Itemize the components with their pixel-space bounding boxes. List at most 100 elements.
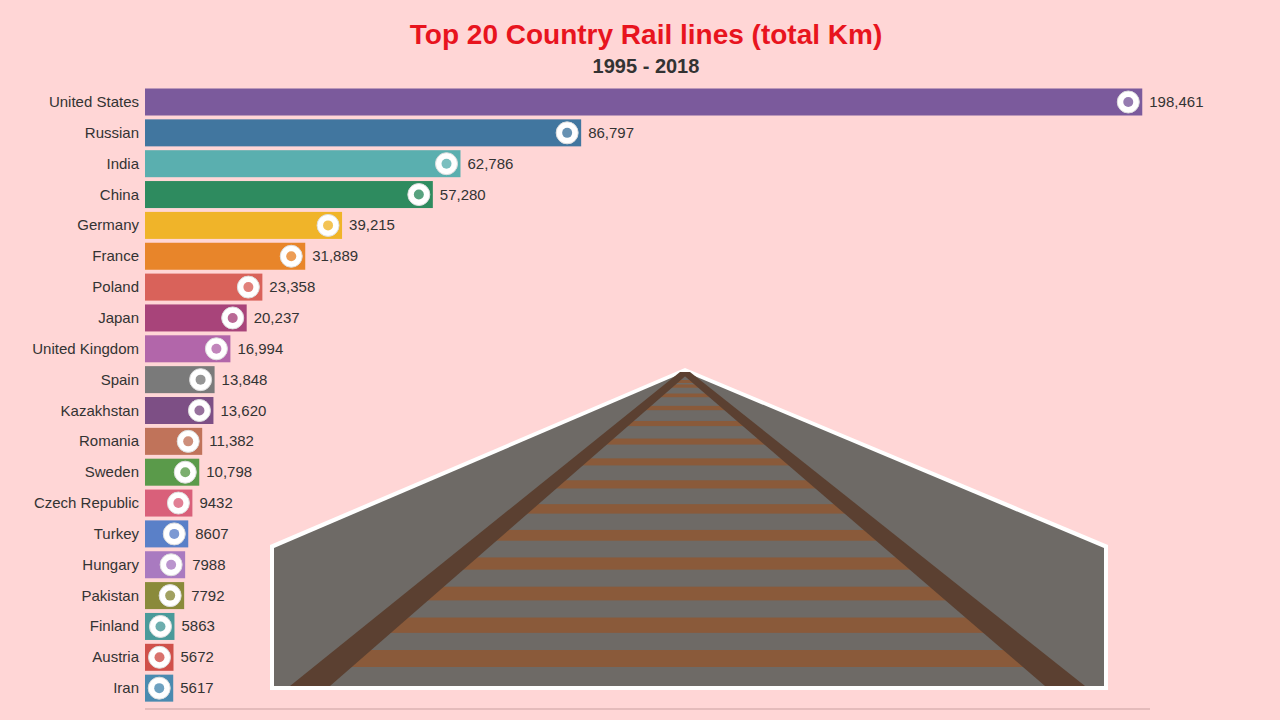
bar xyxy=(145,212,342,239)
flag-badge xyxy=(188,400,210,422)
flag-badge xyxy=(148,677,170,699)
flag-dot xyxy=(441,159,451,169)
chart: Top 20 Country Rail lines (total Km)1995… xyxy=(0,0,1280,720)
title: Top 20 Country Rail lines (total Km) xyxy=(410,19,882,50)
data-label: 7988 xyxy=(192,556,225,573)
flag-badge xyxy=(317,214,339,236)
flag-dot xyxy=(194,406,204,416)
data-label: 13,848 xyxy=(222,371,268,388)
sleeper xyxy=(490,530,880,541)
sleeper xyxy=(601,439,768,445)
gravel xyxy=(274,372,1104,686)
data-label: 13,620 xyxy=(220,402,266,419)
flag-badge xyxy=(1117,91,1139,113)
chart-root: Top 20 Country Rail lines (total Km)1995… xyxy=(0,0,1280,720)
category-label: China xyxy=(100,186,140,203)
sleeper xyxy=(343,650,1027,667)
category-label: Pakistan xyxy=(81,587,139,604)
sleeper xyxy=(456,557,914,569)
bar xyxy=(145,304,247,331)
category-label: Japan xyxy=(98,309,139,326)
data-label: 86,797 xyxy=(588,124,634,141)
bar xyxy=(145,181,433,208)
bar xyxy=(145,428,202,455)
category-label: Poland xyxy=(92,278,139,295)
data-label: 8607 xyxy=(195,525,228,542)
category-label: Romania xyxy=(79,432,140,449)
category-label: Finland xyxy=(90,617,139,634)
category-label: Czech Republic xyxy=(34,494,140,511)
data-label: 5617 xyxy=(180,679,213,696)
bar xyxy=(145,613,174,640)
sleeper xyxy=(577,458,793,465)
flag-dot xyxy=(562,128,572,138)
sleeper xyxy=(521,504,849,513)
bar xyxy=(145,582,184,609)
flag-badge xyxy=(149,646,171,668)
bar xyxy=(145,459,199,486)
data-label: 20,237 xyxy=(254,309,300,326)
flag-badge xyxy=(160,554,182,576)
sleeper xyxy=(550,480,819,488)
bar xyxy=(145,150,460,177)
category-label: United States xyxy=(49,93,139,110)
flag-dot xyxy=(414,190,424,200)
flag-badge xyxy=(163,523,185,545)
flag-dot xyxy=(286,251,296,261)
category-label: Germany xyxy=(77,216,139,233)
flag-dot xyxy=(155,621,165,631)
bar xyxy=(145,551,185,578)
data-label: 16,994 xyxy=(237,340,283,357)
flag-dot xyxy=(155,652,165,662)
category-label: Austria xyxy=(92,648,139,665)
flag-badge xyxy=(556,122,578,144)
flag-badge xyxy=(280,245,302,267)
flag-badge xyxy=(435,153,457,175)
data-label: 62,786 xyxy=(467,155,513,172)
flag-dot xyxy=(183,436,193,446)
flag-dot xyxy=(180,467,190,477)
sleeper xyxy=(383,618,988,633)
category-label: Hungary xyxy=(82,556,139,573)
flag-badge xyxy=(205,338,227,360)
flag-dot xyxy=(154,683,164,693)
flag-badge xyxy=(177,430,199,452)
bar xyxy=(145,490,192,517)
data-label: 10,798 xyxy=(206,463,252,480)
flag-badge xyxy=(159,585,181,607)
flag-badge xyxy=(149,615,171,637)
track-illustration xyxy=(270,368,1108,690)
sleeper xyxy=(656,394,713,398)
photo-border xyxy=(270,368,1108,690)
sleeper xyxy=(420,587,949,601)
category-label: Russian xyxy=(85,124,139,141)
data-label: 5863 xyxy=(181,617,214,634)
data-label: 57,280 xyxy=(440,186,486,203)
flag-badge xyxy=(174,461,196,483)
flag-dot xyxy=(166,560,176,570)
axis-line xyxy=(145,709,1150,710)
sleeper xyxy=(623,421,747,426)
flag-dot xyxy=(173,498,183,508)
rail xyxy=(290,372,690,686)
data-label: 198,461 xyxy=(1149,93,1203,110)
flag-badge xyxy=(167,492,189,514)
bar xyxy=(145,644,174,671)
bar xyxy=(145,119,581,146)
bar xyxy=(145,243,305,270)
flag-dot xyxy=(169,529,179,539)
sleeper xyxy=(641,406,728,410)
rail xyxy=(680,372,1085,686)
data-label: 7792 xyxy=(191,587,224,604)
flag-dot xyxy=(165,591,175,601)
bar xyxy=(145,366,215,393)
data-label: 9432 xyxy=(199,494,232,511)
flag-dot xyxy=(1123,97,1133,107)
flag-dot xyxy=(228,313,238,323)
category-label: United Kingdom xyxy=(32,340,139,357)
category-label: Sweden xyxy=(85,463,139,480)
data-label: 39,215 xyxy=(349,216,395,233)
bar xyxy=(145,520,188,547)
flag-dot xyxy=(196,375,206,385)
background xyxy=(0,0,1280,720)
